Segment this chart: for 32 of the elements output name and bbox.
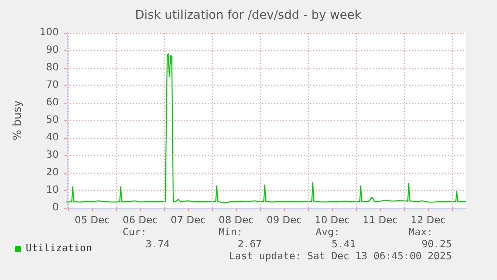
- x-tick-label: 12 Dec: [410, 216, 446, 226]
- text: 90.25: [422, 240, 452, 250]
- text: 2.67: [238, 240, 262, 250]
- chart-title: Disk utilization for /dev/sdd - by week: [135, 8, 362, 22]
- text: Min:: [218, 228, 243, 238]
- x-tick-label: 06 Dec: [122, 216, 158, 226]
- legend-label: Utilization: [26, 244, 92, 254]
- x-tick-label: 09 Dec: [266, 216, 302, 226]
- line-series: [66, 54, 466, 204]
- text: Max:: [408, 228, 433, 238]
- y-tick-label: 90: [46, 45, 59, 56]
- text: 3.74: [146, 240, 170, 250]
- y-tick-label: 70: [46, 80, 59, 91]
- text: Last update: Sat Dec 13 06:45:00 2025: [229, 252, 452, 262]
- y-tick-label: 50: [46, 115, 59, 126]
- text: 5.41: [332, 240, 356, 250]
- y-tick-label: 10: [46, 185, 59, 196]
- y-tick-label: 80: [46, 62, 59, 74]
- x-tick-label: 11 Dec: [362, 216, 398, 226]
- y-axis-title: % busy: [11, 100, 24, 141]
- x-tick-label: 07 Dec: [170, 216, 206, 226]
- y-tick-label: 100: [40, 28, 59, 38]
- y-tick-label: 30: [46, 150, 59, 161]
- y-tick-label: 0: [52, 202, 59, 214]
- text: Avg:: [316, 228, 340, 238]
- x-tick-label: 08 Dec: [218, 216, 254, 226]
- y-tick-label: 20: [46, 168, 59, 178]
- y-tick-label: 40: [46, 132, 59, 144]
- text: Cur:: [122, 228, 147, 238]
- x-tick-label: 10 Dec: [314, 216, 350, 226]
- x-tick-label: 05 Dec: [74, 216, 110, 226]
- y-tick-label: 60: [46, 98, 59, 108]
